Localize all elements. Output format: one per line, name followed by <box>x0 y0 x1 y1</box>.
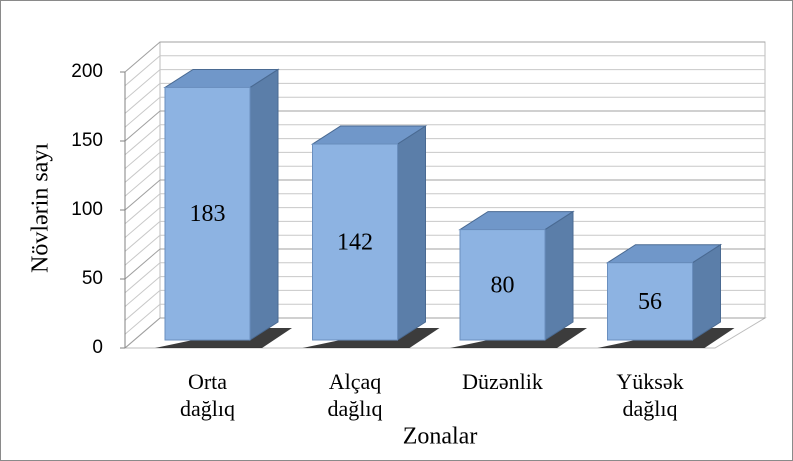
data-label: 142 <box>337 230 373 256</box>
grid-line <box>124 207 161 238</box>
y-tick-label: 0 <box>92 337 103 358</box>
grid-line <box>124 303 161 335</box>
data-label: 183 <box>190 201 226 227</box>
data-label: 56 <box>638 289 662 315</box>
x-axis-label: Zonalar <box>403 424 478 450</box>
y-axis-label: Növlərin sayı <box>28 143 54 273</box>
y-tick-label: 100 <box>71 199 103 220</box>
grid-line <box>124 41 161 73</box>
y-tick-label: 200 <box>71 61 103 82</box>
x-tick-label: Yüksək dağlıq <box>616 369 683 421</box>
x-tick-label: Alçaq dağlıq <box>328 369 383 421</box>
y-tick-label: 50 <box>82 268 103 289</box>
grid-line <box>124 138 161 169</box>
grid-line <box>124 221 161 252</box>
grid-line <box>124 262 161 294</box>
bar-side <box>249 68 279 341</box>
grid-line <box>124 234 161 266</box>
grid-line <box>124 276 161 307</box>
bar <box>607 262 693 341</box>
grid-line <box>124 165 161 197</box>
grid-line <box>124 193 161 225</box>
grid-line <box>124 69 161 100</box>
data-label: 80 <box>491 272 515 298</box>
grid-line <box>124 317 161 349</box>
grid-line <box>124 152 161 183</box>
bar <box>459 229 546 341</box>
grid-line <box>124 124 161 156</box>
bar <box>312 143 398 341</box>
bar <box>164 86 251 341</box>
grid-line <box>124 83 161 114</box>
grid-line <box>124 55 161 87</box>
bar-side <box>397 125 426 341</box>
grid-line <box>124 290 161 321</box>
x-tick-label: Orta dağlıq <box>180 369 235 421</box>
y-tick-label: 150 <box>71 130 103 151</box>
grid-line <box>124 96 161 128</box>
grid-line <box>124 110 161 142</box>
x-tick-label: Düzənlik <box>462 369 543 394</box>
grid-line <box>124 179 161 211</box>
grid-line <box>124 248 161 280</box>
bar-side <box>544 210 574 341</box>
